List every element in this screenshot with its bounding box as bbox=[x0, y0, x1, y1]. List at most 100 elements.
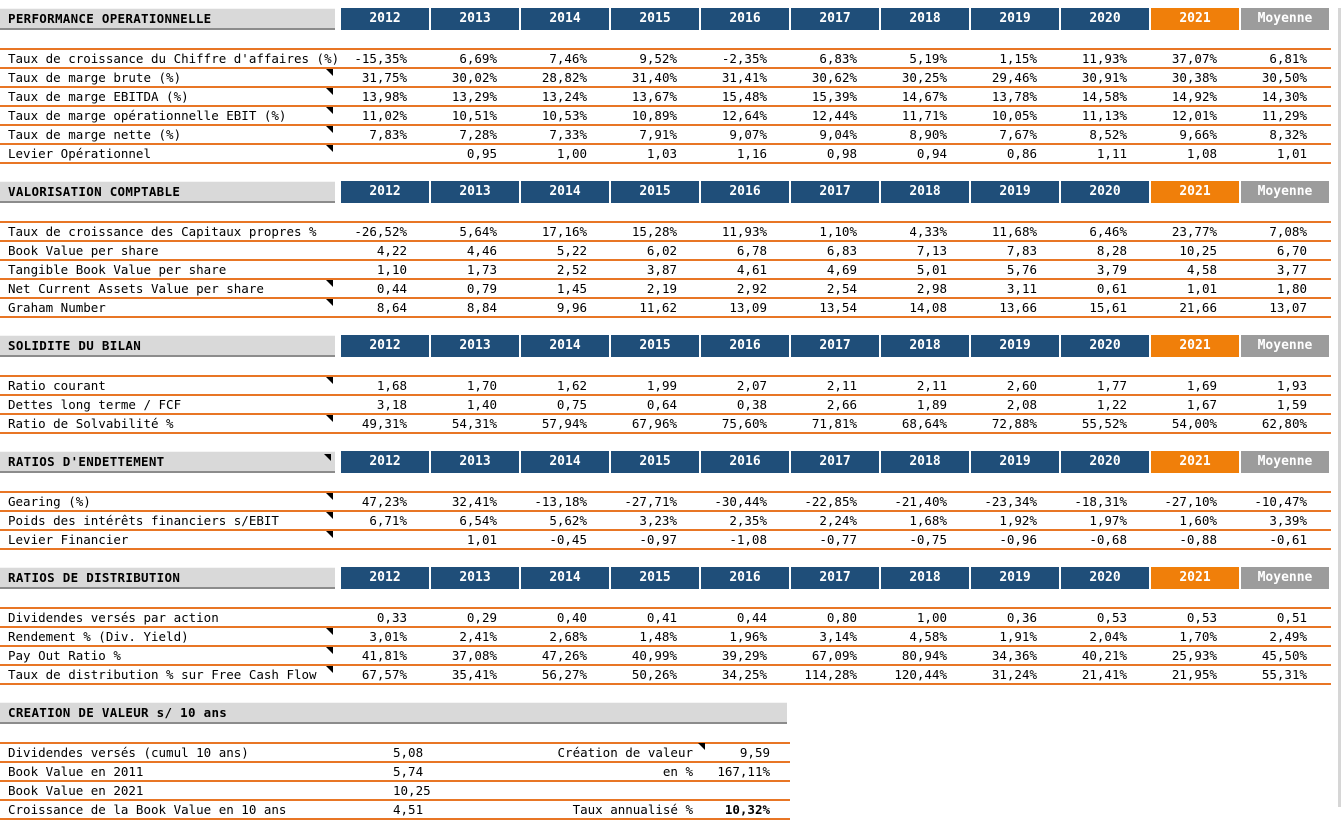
value-cell[interactable]: 1,70% bbox=[1179, 629, 1217, 644]
value-cell[interactable]: 5,74 bbox=[393, 764, 424, 779]
year-header-cell[interactable]: 2020 bbox=[1061, 181, 1149, 203]
value-cell[interactable]: 1,89 bbox=[916, 397, 947, 412]
year-header-cell[interactable]: 2017 bbox=[791, 335, 879, 357]
value-cell[interactable]: 11,29% bbox=[1261, 108, 1307, 123]
value-cell[interactable]: 7,28% bbox=[459, 127, 497, 142]
value-cell[interactable]: 0,33 bbox=[376, 610, 407, 625]
value-cell[interactable]: 1,97% bbox=[1089, 513, 1127, 528]
value-cell[interactable]: 31,41% bbox=[721, 70, 767, 85]
value-cell[interactable]: 4,58 bbox=[1186, 262, 1217, 277]
value-cell[interactable]: -1,08 bbox=[729, 532, 767, 547]
value-cell[interactable]: 1,01 bbox=[1186, 281, 1217, 296]
value-cell[interactable]: -18,31% bbox=[1074, 494, 1127, 509]
year-header-cell[interactable]: 2012 bbox=[341, 181, 429, 203]
value-cell[interactable]: 1,08 bbox=[1186, 146, 1217, 161]
value-cell[interactable]: 11,13% bbox=[1081, 108, 1127, 123]
year-header-cell[interactable]: 2018 bbox=[881, 8, 969, 30]
value-cell[interactable]: 1,40 bbox=[466, 397, 497, 412]
year-header-cell[interactable]: 2015 bbox=[611, 8, 699, 30]
value-cell[interactable]: 31,24% bbox=[991, 667, 1037, 682]
value-cell[interactable]: 6,71% bbox=[369, 513, 407, 528]
value-cell[interactable]: 1,16 bbox=[736, 146, 767, 161]
row-label-cell[interactable]: Book Value per share bbox=[8, 243, 159, 258]
year-header-cell[interactable]: 2019 bbox=[971, 451, 1059, 473]
year-header-cell[interactable]: 2020 bbox=[1061, 567, 1149, 589]
value-cell[interactable]: 4,61 bbox=[736, 262, 767, 277]
average-header-cell[interactable]: Moyenne bbox=[1241, 181, 1329, 203]
value-cell[interactable]: -0,97 bbox=[639, 532, 677, 547]
year-header-cell[interactable]: 2014 bbox=[521, 8, 609, 30]
value-cell[interactable]: 80,94% bbox=[901, 648, 947, 663]
value-cell[interactable]: 5,76 bbox=[1006, 262, 1037, 277]
value-cell[interactable]: 1,68 bbox=[376, 378, 407, 393]
value-cell[interactable]: 9,52% bbox=[639, 51, 677, 66]
value-cell[interactable]: 67,09% bbox=[811, 648, 857, 663]
row-label-cell[interactable]: Dividendes versés (cumul 10 ans) bbox=[8, 745, 249, 760]
value-cell[interactable]: 2,11 bbox=[916, 378, 947, 393]
row-label-cell[interactable]: en % bbox=[662, 764, 693, 779]
row-label-cell[interactable]: Pay Out Ratio % bbox=[0, 647, 341, 664]
value-cell[interactable]: 0,79 bbox=[466, 281, 497, 296]
value-cell[interactable]: 0,53 bbox=[1096, 610, 1127, 625]
value-cell[interactable]: 5,01 bbox=[916, 262, 947, 277]
value-cell[interactable]: 50,26% bbox=[631, 667, 677, 682]
value-cell[interactable]: 8,64 bbox=[376, 300, 407, 315]
value-cell[interactable]: 4,46 bbox=[466, 243, 497, 258]
value-cell[interactable]: 1,11 bbox=[1096, 146, 1127, 161]
value-cell[interactable]: 41,81% bbox=[361, 648, 407, 663]
value-cell[interactable]: 30,02% bbox=[451, 70, 497, 85]
value-cell[interactable]: 0,41 bbox=[646, 610, 677, 625]
value-cell[interactable]: -10,47% bbox=[1254, 494, 1307, 509]
value-cell[interactable]: 13,09 bbox=[729, 300, 767, 315]
year-header-cell[interactable]: 2012 bbox=[341, 451, 429, 473]
value-cell[interactable]: 32,41% bbox=[451, 494, 497, 509]
value-cell[interactable]: 1,10% bbox=[819, 224, 857, 239]
year-header-cell[interactable]: 2019 bbox=[971, 567, 1059, 589]
year-header-cell[interactable]: 2021 bbox=[1151, 567, 1239, 589]
value-cell[interactable]: 39,29% bbox=[721, 648, 767, 663]
value-cell[interactable]: -27,71% bbox=[624, 494, 677, 509]
value-cell[interactable]: 1,92% bbox=[999, 513, 1037, 528]
year-header-cell[interactable]: 2021 bbox=[1151, 8, 1239, 30]
year-header-cell[interactable]: 2012 bbox=[341, 567, 429, 589]
value-cell[interactable]: 13,24% bbox=[541, 89, 587, 104]
value-cell[interactable]: -27,10% bbox=[1164, 494, 1217, 509]
value-cell[interactable]: 5,08 bbox=[393, 745, 424, 760]
row-label-cell[interactable]: Taux de marge nette (%) bbox=[0, 126, 341, 143]
value-cell[interactable]: 21,66 bbox=[1179, 300, 1217, 315]
value-cell[interactable]: 67,96% bbox=[631, 416, 677, 431]
section-title[interactable]: RATIOS DE DISTRIBUTION bbox=[0, 567, 335, 589]
row-label-cell[interactable]: Taux de croissance des Capitaux propres … bbox=[8, 224, 317, 239]
year-header-cell[interactable]: 2013 bbox=[431, 567, 519, 589]
row-label-cell[interactable]: Tangible Book Value per share bbox=[8, 262, 227, 277]
value-cell[interactable]: 23,77% bbox=[1171, 224, 1217, 239]
value-cell[interactable]: 0,95 bbox=[466, 146, 497, 161]
row-label-cell[interactable]: Graham Number bbox=[0, 299, 341, 316]
value-cell[interactable]: -30,44% bbox=[714, 494, 767, 509]
year-header-cell[interactable]: 2016 bbox=[701, 8, 789, 30]
value-cell[interactable]: 2,41% bbox=[459, 629, 497, 644]
year-header-cell[interactable]: 2015 bbox=[611, 181, 699, 203]
value-cell[interactable]: 6,83 bbox=[826, 243, 857, 258]
value-cell[interactable]: 1,99 bbox=[646, 378, 677, 393]
row-label-cell[interactable]: Rendement % (Div. Yield) bbox=[0, 628, 341, 645]
value-cell[interactable]: 2,92 bbox=[736, 281, 767, 296]
value-cell[interactable]: 8,28 bbox=[1096, 243, 1127, 258]
value-cell[interactable] bbox=[341, 145, 431, 162]
value-cell[interactable]: 1,80 bbox=[1276, 281, 1307, 296]
row-label-cell[interactable]: Dettes long terme / FCF bbox=[8, 397, 182, 412]
value-cell[interactable]: 47,23% bbox=[361, 494, 407, 509]
value-cell[interactable]: 4,58% bbox=[909, 629, 947, 644]
section-title[interactable]: RATIOS D'ENDETTEMENT bbox=[0, 451, 335, 473]
year-header-cell[interactable]: 2018 bbox=[881, 335, 969, 357]
value-cell[interactable]: 2,98 bbox=[916, 281, 947, 296]
value-cell[interactable]: 13,98% bbox=[361, 89, 407, 104]
value-cell[interactable]: 1,45 bbox=[556, 281, 587, 296]
value-cell[interactable]: 2,11 bbox=[826, 378, 857, 393]
value-cell[interactable]: 13,66 bbox=[999, 300, 1037, 315]
value-cell[interactable]: -2,35% bbox=[721, 51, 767, 66]
value-cell[interactable]: 5,62% bbox=[549, 513, 587, 528]
value-cell[interactable]: 75,60% bbox=[721, 416, 767, 431]
value-cell[interactable]: 67,57% bbox=[361, 667, 407, 682]
value-cell[interactable]: 13,54 bbox=[819, 300, 857, 315]
